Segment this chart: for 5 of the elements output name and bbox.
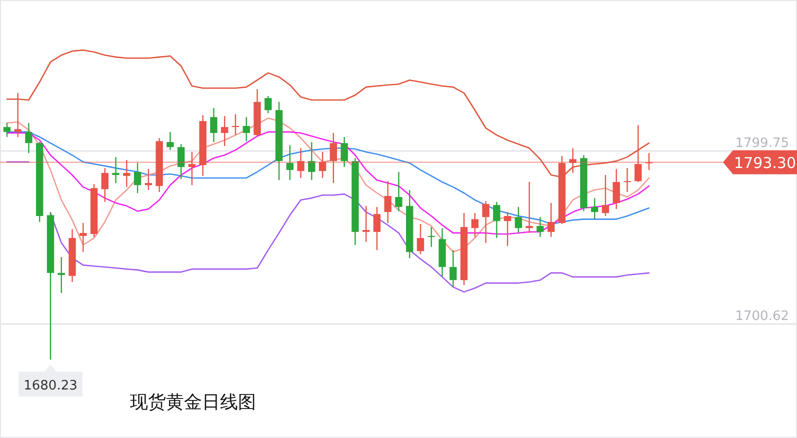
- y-tick-label: 1799.75: [735, 136, 789, 152]
- y-tick-label: 1700.62: [735, 309, 789, 324]
- annotation: 1680.23: [24, 378, 78, 394]
- ref-line-label: 1793.30: [734, 154, 796, 172]
- text: 现货黄金日线图: [130, 392, 256, 413]
